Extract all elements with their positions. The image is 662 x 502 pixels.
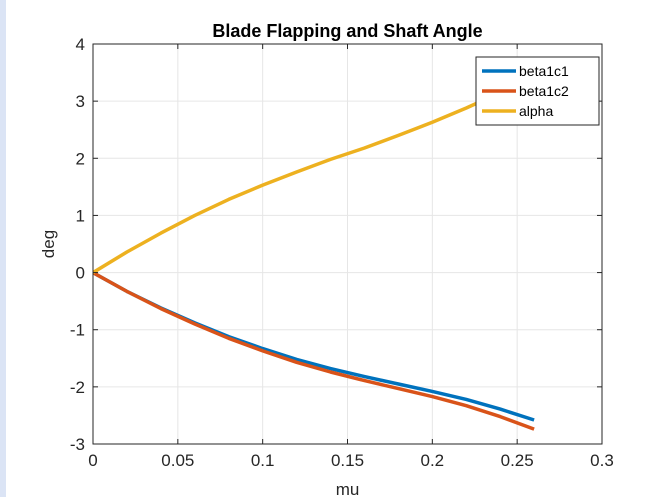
x-tick-label: 0.3 [590,451,614,470]
y-tick-label: 3 [76,92,85,111]
y-tick-label: 2 [76,149,85,168]
legend-entry-alpha: alpha [482,103,553,119]
axis-ticks: 0 0.05 0.1 0.15 0.2 0.25 0.3 -3 -2 -1 0 1 2 3 4 [70,35,614,470]
x-axis-label: mu [336,480,360,497]
legend-label-beta1c2: beta1c2 [519,83,569,99]
x-tick-label: 0.05 [161,451,194,470]
legend: beta1c1 beta1c2 alpha [475,56,600,126]
y-axis-label: deg [39,230,58,258]
chart-title: Blade Flapping and Shaft Angle [212,21,482,41]
x-tick-label: 0.25 [501,451,534,470]
y-tick-label: 4 [76,35,85,54]
series-line-alpha [93,75,535,275]
figure-window: 0 0.05 0.1 0.15 0.2 0.25 0.3 -3 -2 -1 0 1 2 3 4 Blade … [6,0,662,499]
legend-label-alpha: alpha [519,103,553,119]
legend-label-beta1c1: beta1c1 [519,63,569,79]
legend-entry-beta1c1: beta1c1 [482,63,569,79]
y-tick-label: -1 [70,321,85,340]
x-tick-label: 0 [88,451,97,470]
x-tick-label: 0.2 [421,451,445,470]
series-line-beta1c2 [93,271,535,431]
legend-entry-beta1c2: beta1c2 [482,83,569,99]
series-line-beta1c1 [93,271,535,422]
x-tick-label: 0.1 [251,451,275,470]
y-tick-label: 0 [76,264,85,283]
line-chart: 0 0.05 0.1 0.15 0.2 0.25 0.3 -3 -2 -1 0 1 2 3 4 Blade … [39,21,614,499]
y-tick-label: 1 [76,206,85,225]
x-tick-label: 0.15 [331,451,364,470]
y-tick-label: -3 [70,435,85,454]
series-lines [93,75,535,431]
y-tick-label: -2 [70,378,85,397]
